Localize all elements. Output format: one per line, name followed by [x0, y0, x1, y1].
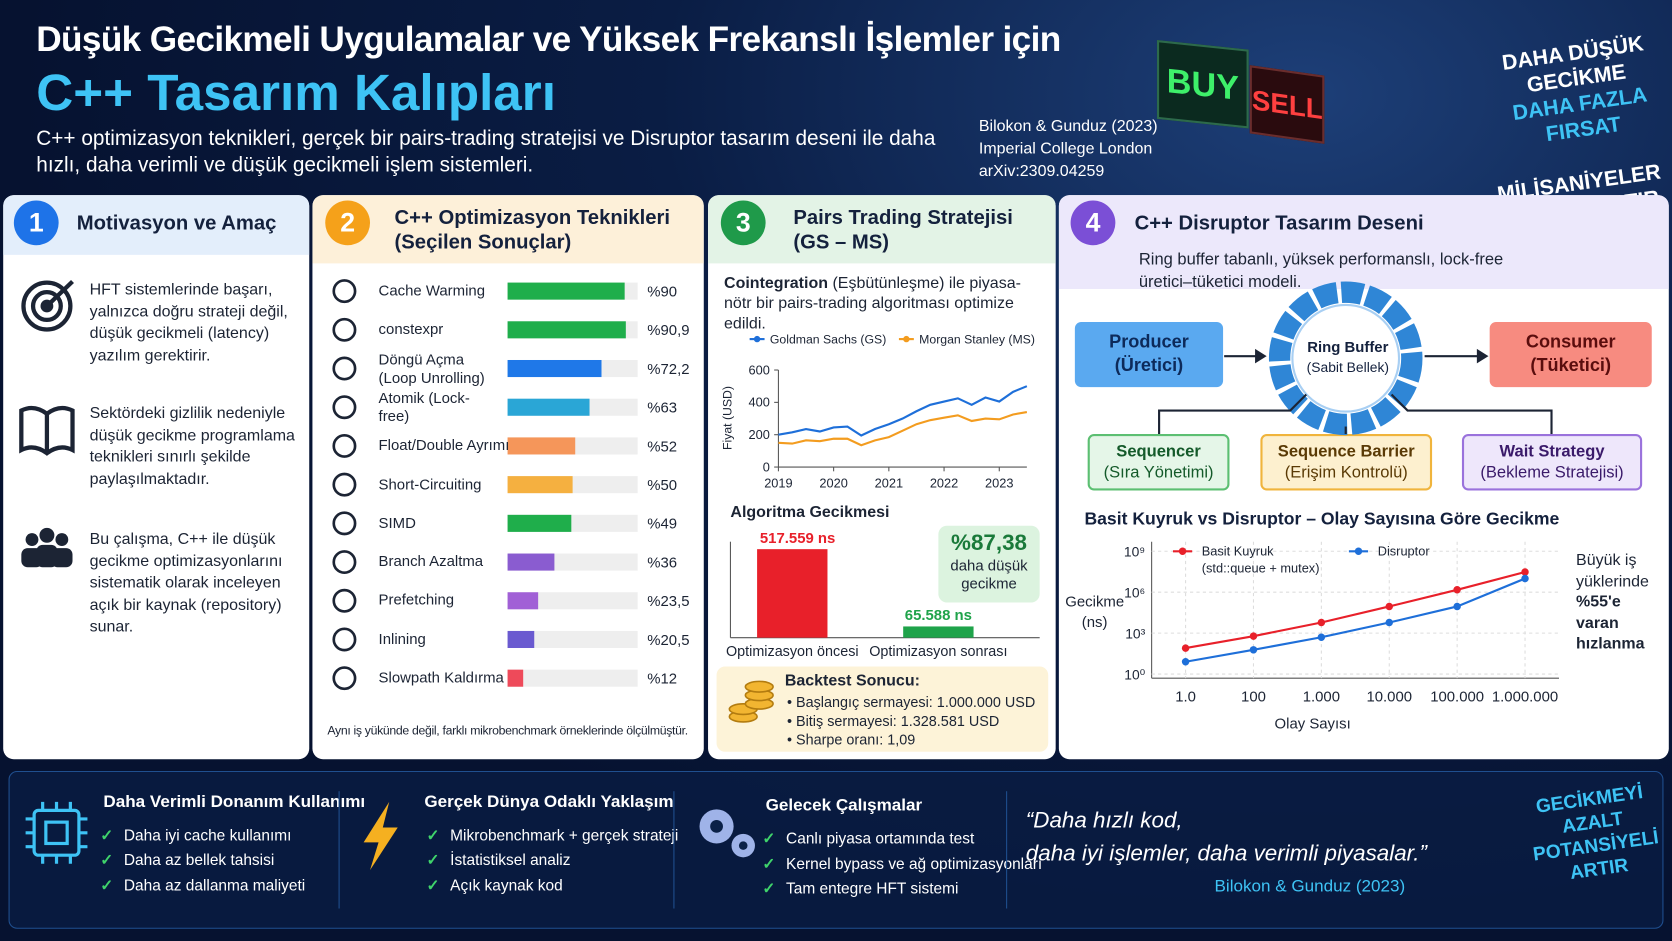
- footer-item: Daha az bellek tahsisi: [100, 852, 274, 869]
- bar-label: SIMD: [378, 513, 416, 531]
- node-label: Sequence Barrier: [1277, 442, 1415, 461]
- legend-label: Basit Kuyruk (std::queue + mutex): [1201, 543, 1320, 576]
- panel-description: Ring buffer tabanlı, yüksek performanslı…: [1138, 250, 1504, 292]
- y-axis-label: Gecikme (ns): [1065, 592, 1125, 631]
- bar-label: constexpr: [378, 320, 444, 338]
- footer-item: Açık kaynak kod: [427, 878, 563, 895]
- quote-author: Bilokon & Gunduz (2023): [1214, 877, 1406, 896]
- node-label: Sequencer: [1116, 442, 1201, 461]
- footer-item: Mikrobenchmark + gerçek strateji: [427, 827, 678, 844]
- backtest-item: • Bitiş sermayesi: 1.328.581 USD: [786, 712, 1000, 729]
- note-text: Büyük iş yüklerinde: [1576, 551, 1649, 591]
- node-sub: (Erişim Kontrolü): [1284, 463, 1408, 482]
- panel-title: Motivasyon ve Amaç: [76, 212, 277, 235]
- buy-sign: BUY: [1156, 39, 1249, 129]
- quote-line: “Daha hızlı kod,: [1025, 808, 1183, 833]
- footnote: Aynı iş yükünde değil, farklı mikrobench…: [327, 725, 688, 738]
- node-label: Wait Strategy: [1499, 442, 1605, 461]
- footer-item: Daha az dallanma maliyeti: [100, 878, 305, 895]
- improvement-value: %87,38: [951, 531, 1027, 556]
- backtest-title: Backtest Sonucu:: [784, 671, 920, 690]
- citation-line: Imperial College London: [978, 139, 1153, 158]
- tagline: DAHA DÜŞÜK GECİKME DAHA FAZLA FIRSAT: [1487, 29, 1670, 154]
- backtest-text: Bitiş sermayesi: 1.328.581 USD: [795, 712, 1000, 729]
- panel-pairs: [708, 195, 1056, 760]
- badge: 4: [1070, 200, 1116, 246]
- bar-label: Slowpath Kaldırma: [378, 668, 504, 686]
- citation-line: Bilokon & Gunduz (2023): [978, 117, 1158, 136]
- badge: 1: [13, 200, 59, 246]
- panel-title: Pairs Trading Stratejisi (GS – MS): [793, 206, 1013, 254]
- panel-optimization: [312, 195, 704, 760]
- footer-item: İstatistiksel analiz: [427, 852, 570, 869]
- footer-title: Gelecek Çalışmalar: [765, 796, 923, 815]
- motivation-item: HFT sistemlerinde başarı, yalnızca doğru…: [89, 280, 288, 365]
- bar-label: Prefetching: [378, 591, 455, 609]
- bar-label: Float/Double Ayrımı: [378, 436, 510, 454]
- node-label: Consumer: [1525, 331, 1616, 352]
- title: Düşük Gecikmeli Uygulamalar ve Yüksek Fr…: [36, 19, 1061, 59]
- footer-tagline: GECİKMEYİ AZALT POTANSİYELİ ARTIR: [1519, 778, 1669, 890]
- bar-label: Döngü Açma (Loop Unrolling): [378, 350, 485, 386]
- panel-header: [708, 195, 1056, 264]
- improvement-text: daha düşük gecikme: [950, 556, 1028, 592]
- bar-label: Inlining: [378, 629, 426, 647]
- bar-label: Short-Circuiting: [378, 475, 482, 493]
- bar-label: Branch Azaltma: [378, 552, 484, 570]
- footer-item: Kernel bypass ve ağ optimizasyonları: [762, 856, 1042, 873]
- panel-title: C++ Disruptor Tasarım Deseni: [1134, 212, 1424, 235]
- node-sub: (Bekleme Stratejisi): [1480, 463, 1624, 482]
- node-barrier: Sequence Barrier (Erişim Kontrolü): [1260, 433, 1433, 491]
- badge: 3: [720, 200, 766, 246]
- sell-sign: SELL: [1249, 65, 1325, 144]
- panel-title: C++ Optimizasyon Teknikleri (Seçilen Son…: [394, 206, 671, 254]
- quote-line: daha iyi işlemler, daha verimli piyasala…: [1025, 841, 1427, 866]
- node-sub: (Sıra Yönetimi): [1103, 463, 1214, 482]
- bar-label: Cache Warming: [378, 281, 486, 299]
- footer-item: Tam entegre HFT sistemi: [762, 881, 958, 898]
- footer-item: Canlı piyasa ortamında test: [762, 831, 974, 848]
- footer-item: Daha iyi cache kullanımı: [100, 827, 292, 844]
- motivation-item: Sektördeki gizlilik nedeniyle düşük geci…: [89, 404, 295, 488]
- node-consumer: Consumer (Tüketici): [1489, 322, 1652, 388]
- backtest-text: Sharpe oranı: 1,09: [795, 731, 916, 748]
- term: Cointegration: [724, 274, 829, 293]
- citation-line: arXiv:2309.04259: [978, 162, 1105, 181]
- node-wait: Wait Strategy (Bekleme Stratejisi): [1461, 433, 1643, 491]
- panel-header: [312, 195, 704, 264]
- footer-band: [8, 770, 1664, 929]
- node-sub: (Tüketici): [1530, 355, 1611, 376]
- backtest-list: • Başlangıç sermayesi: 1.000.000 USD • B…: [787, 693, 1035, 749]
- pairs-description: Cointegration (Eşbütünleşme) ile piyasa-…: [724, 273, 1044, 334]
- motivation-item: Bu çalışma, C++ ile düşük gecikme optimi…: [89, 529, 283, 636]
- backtest-text: Başlangıç sermayesi: 1.000.000 USD: [795, 694, 1036, 711]
- footer-title: Daha Verimli Donanım Kullanımı: [103, 793, 366, 812]
- node-producer: Producer (Üretici): [1074, 322, 1224, 388]
- panel-header: [1058, 195, 1669, 289]
- badge: 2: [325, 200, 371, 246]
- bar-label: Atomik (Lock-free): [378, 389, 470, 425]
- backtest-item: • Sharpe oranı: 1,09: [786, 731, 916, 748]
- citation: Bilokon & Gunduz (2023) Imperial College…: [979, 115, 1158, 182]
- improvement-callout: %87,38 daha düşük gecikme: [938, 525, 1040, 603]
- node-label: Producer: [1109, 331, 1189, 352]
- footer-title: Gerçek Dünya Odaklı Yaklaşım: [424, 793, 674, 812]
- subtitle-title: C++ Tasarım Kalıpları: [36, 65, 556, 122]
- description: C++ optimizasyon teknikleri, gerçek bir …: [36, 126, 936, 178]
- legend-label: Disruptor: [1377, 543, 1430, 559]
- note-emphasis: %55'e varan hızlanma: [1576, 592, 1645, 653]
- backtest-item: • Başlangıç sermayesi: 1.000.000 USD: [786, 694, 1036, 711]
- speedup-note: Büyük iş yüklerinde %55'e varan hızlanma: [1576, 550, 1667, 654]
- node-sequencer: Sequencer (Sıra Yönetimi): [1087, 433, 1230, 491]
- description-text: (Eşbütünleşme) ile piyasa-nötr bir pairs…: [724, 274, 1021, 333]
- quote: “Daha hızlı kod, daha iyi işlemler, daha…: [1026, 804, 1427, 870]
- node-sub: (Üretici): [1114, 355, 1184, 376]
